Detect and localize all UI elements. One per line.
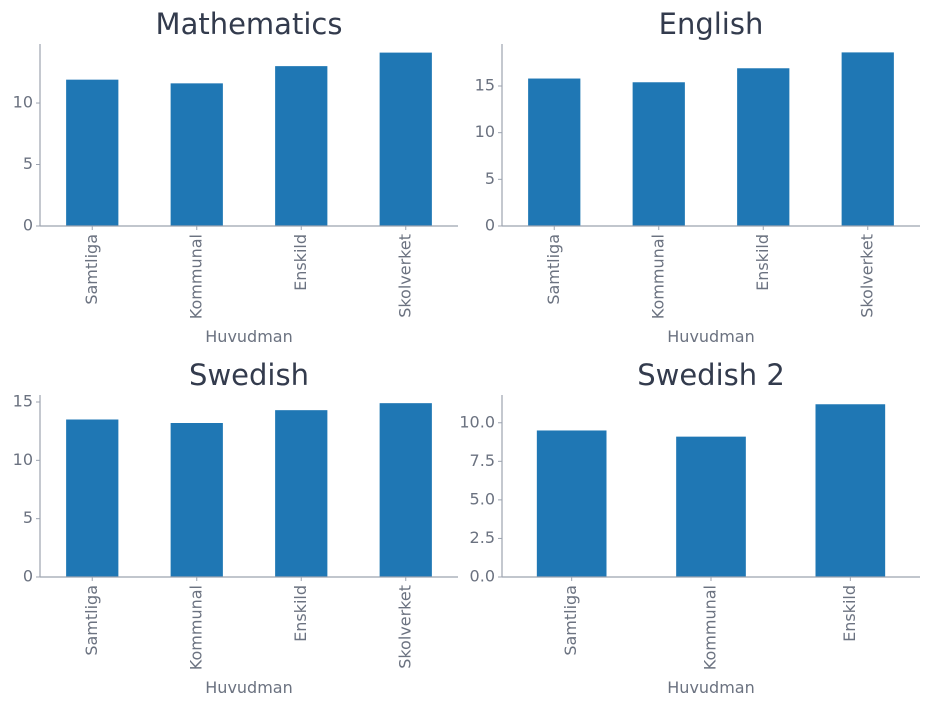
x-tick-label: Skolverket xyxy=(857,234,876,318)
y-tick-label: 10 xyxy=(13,93,33,112)
bar-skolverket xyxy=(379,52,432,226)
chart-title: English xyxy=(659,7,764,41)
y-tick-label: 5.0 xyxy=(470,489,495,508)
bar-kommunal xyxy=(170,423,223,577)
y-tick-label: 7.5 xyxy=(470,451,495,470)
chart-title: Swedish xyxy=(189,358,309,392)
bar-enskild xyxy=(275,410,328,577)
x-tick-label: Kommunal xyxy=(186,234,205,319)
x-tick-label: Skolverket xyxy=(395,234,414,318)
x-tick-label: Kommunal xyxy=(701,585,720,670)
bar-kommunal xyxy=(676,436,746,577)
bar-enskild xyxy=(737,68,790,227)
y-tick-label: 5 xyxy=(23,154,33,173)
x-tick-label: Samtliga xyxy=(544,234,563,305)
x-axis-label: Huvudman xyxy=(667,678,754,697)
bar-kommunal xyxy=(632,82,685,227)
chart-title: Swedish 2 xyxy=(637,358,785,392)
bar-enskild xyxy=(275,66,328,226)
y-tick-label: 15 xyxy=(475,76,495,95)
x-tick-label: Enskild xyxy=(291,234,310,291)
x-axis-label: Huvudman xyxy=(205,678,292,697)
bar-skolverket xyxy=(841,52,894,227)
x-axis-label: Huvudman xyxy=(667,327,754,346)
y-tick-label: 0 xyxy=(23,567,33,586)
y-tick-label: 10.0 xyxy=(459,412,495,431)
y-tick-label: 5 xyxy=(23,508,33,527)
bar-kommunal xyxy=(170,83,223,226)
x-tick-label: Samtliga xyxy=(82,585,101,656)
x-tick-label: Enskild xyxy=(840,585,859,642)
bar-samtliga xyxy=(66,79,119,226)
bar-samtliga xyxy=(66,419,119,577)
y-tick-label: 10 xyxy=(13,450,33,469)
x-tick-label: Samtliga xyxy=(82,234,101,305)
x-axis-label: Huvudman xyxy=(205,327,292,346)
x-tick-label: Samtliga xyxy=(561,585,580,656)
bar-samtliga xyxy=(536,430,607,577)
y-tick-label: 5 xyxy=(485,169,495,188)
x-tick-label: Enskild xyxy=(291,585,310,642)
bar-samtliga xyxy=(528,78,581,227)
x-tick-label: Skolverket xyxy=(395,585,414,669)
y-tick-label: 10 xyxy=(475,122,495,141)
y-tick-label: 2.5 xyxy=(470,528,495,547)
x-tick-label: Enskild xyxy=(753,234,772,291)
y-tick-label: 15 xyxy=(13,392,33,411)
y-tick-label: 0 xyxy=(23,216,33,235)
x-tick-label: Kommunal xyxy=(648,234,667,319)
bar-skolverket xyxy=(379,403,432,577)
y-tick-label: 0.0 xyxy=(470,567,495,586)
bar-enskild xyxy=(815,404,886,577)
y-tick-label: 0 xyxy=(485,216,495,235)
x-tick-label: Kommunal xyxy=(186,585,205,670)
chart-title: Mathematics xyxy=(156,7,343,41)
